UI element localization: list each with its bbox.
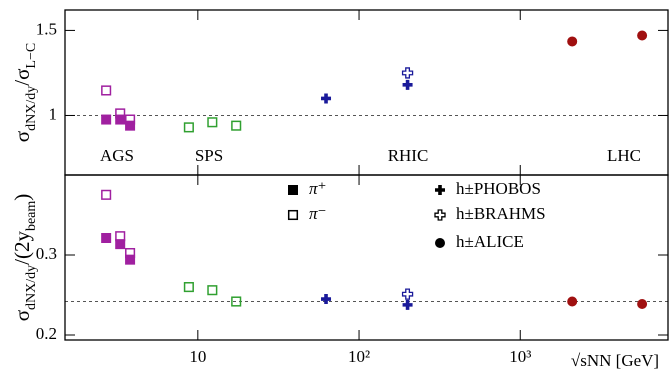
marker	[321, 294, 332, 305]
y-axis-label-part: L−C	[24, 43, 39, 69]
marker	[401, 67, 414, 79]
marker	[637, 30, 648, 41]
marker	[287, 209, 299, 221]
x-tick-label: 10	[189, 347, 206, 366]
y-tick-label: 1.5	[36, 19, 57, 38]
y-axis-label-part: dNX/dy	[24, 86, 39, 131]
plot-frame	[64, 174, 669, 341]
marker	[435, 238, 445, 248]
y-axis-label-part: /σ	[10, 69, 34, 86]
marker	[207, 285, 218, 296]
legend-label: h±PHOBOS	[456, 179, 541, 198]
x-tick-label: 10²	[348, 347, 370, 366]
y-tick-label: 0.3	[36, 244, 57, 263]
x-axis-label: √sNN [GeV]	[571, 351, 659, 370]
marker	[434, 209, 446, 221]
y-axis-label: σdNX/dy/(2ybeam)	[10, 194, 39, 322]
region-label: AGS	[100, 146, 134, 165]
region-label: LHC	[607, 146, 641, 165]
marker	[101, 189, 112, 200]
marker	[125, 254, 136, 265]
legend-label: π⁻	[309, 204, 327, 223]
marker	[115, 114, 126, 125]
marker	[115, 231, 126, 242]
y-axis-label-part: σ	[10, 310, 34, 321]
plot-frame	[64, 9, 669, 176]
y-axis-label-part: dNX/dy	[24, 265, 39, 310]
y-axis-label: σdNX/dy/σL−C	[10, 43, 39, 142]
marker	[637, 299, 648, 310]
region-label: RHIC	[388, 146, 429, 165]
y-tick-label: 1	[49, 104, 58, 123]
marker	[183, 122, 194, 133]
marker	[125, 247, 136, 259]
marker	[435, 185, 445, 195]
marker	[402, 79, 413, 90]
marker	[567, 296, 578, 307]
marker	[125, 114, 136, 125]
marker	[101, 232, 112, 243]
marker	[125, 120, 136, 131]
region-label: SPS	[195, 146, 223, 165]
y-axis-label-part: beam	[24, 201, 39, 231]
marker	[101, 85, 112, 96]
y-axis-label-part: σ	[10, 131, 34, 142]
legend-label: h±ALICE	[456, 232, 524, 251]
marker	[183, 282, 194, 293]
y-tick-label: 0.2	[36, 324, 57, 343]
legend-label: h±BRAHMS	[456, 204, 546, 223]
marker	[231, 120, 242, 131]
marker	[115, 108, 126, 119]
y-axis-label-part: /(2y	[10, 231, 34, 265]
marker	[288, 185, 298, 195]
legend-label: π⁺	[309, 179, 327, 198]
marker	[115, 239, 126, 250]
marker	[401, 288, 414, 300]
y-axis-label-part: )	[10, 194, 34, 201]
marker	[101, 114, 112, 125]
x-tick-label: 10³	[509, 347, 531, 366]
marker	[231, 296, 242, 307]
marker	[402, 299, 413, 310]
marker	[321, 93, 332, 104]
marker	[567, 36, 578, 47]
marker	[207, 117, 218, 128]
